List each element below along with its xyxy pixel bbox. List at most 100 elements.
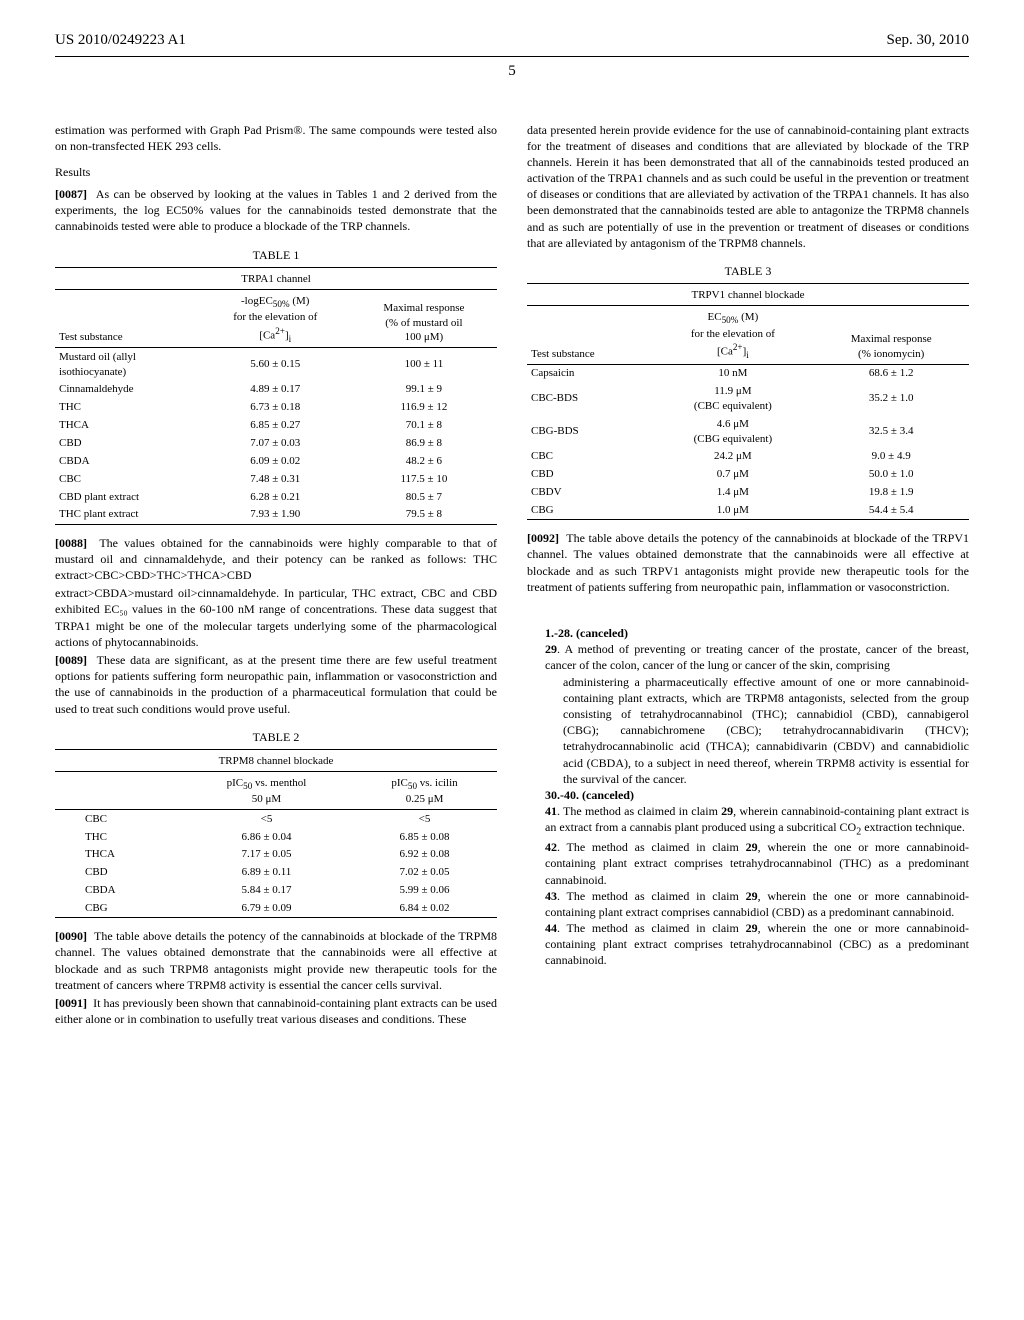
table-caption: TABLE 2 [55,729,497,745]
cell: THCA [55,417,200,435]
col-header: EC50% (M)for the elevation of[Ca2+]i [652,306,813,365]
claim-text: 1.-28. (canceled) [527,625,969,641]
table-row: CBDA5.84 ± 0.175.99 ± 0.06 [55,882,497,900]
cell: 4.6 μM(CBG equivalent) [652,415,813,448]
para-text: data presented herein provide evidence f… [527,122,969,252]
cell: 117.5 ± 10 [351,470,497,488]
table-row: CBDA6.09 ± 0.0248.2 ± 6 [55,452,497,470]
para-label: [0089] [55,653,87,667]
cell: CBG [55,899,181,917]
cell: <5 [181,810,352,828]
cell: CBC [55,810,181,828]
cell: 6.09 ± 0.02 [200,452,351,470]
table-title: TRPV1 channel blockade [527,284,969,306]
cell: 7.17 ± 0.05 [181,846,352,864]
cell: <5 [352,810,497,828]
col-header: Test substance [527,306,652,365]
table-row: CBG-BDS4.6 μM(CBG equivalent)32.5 ± 3.4 [527,415,969,448]
claim-body: . The method as claimed in claim 29, whe… [545,921,969,967]
cell: CBDA [55,882,181,900]
table-row: Cinnamaldehyde4.89 ± 0.1799.1 ± 9 [55,381,497,399]
cell: 50.0 ± 1.0 [813,466,969,484]
para-label: [0090] [55,929,87,943]
para-text: [0088] The values obtained for the canna… [55,535,497,584]
cell: CBG-BDS [527,415,652,448]
table-row: CBD plant extract6.28 ± 0.2180.5 ± 7 [55,488,497,506]
cell: 79.5 ± 8 [351,506,497,524]
table-title: TRPM8 channel blockade [55,749,497,771]
para-label: [0092] [527,531,559,545]
table-2: TRPM8 channel blockade pIC50 vs. menthol… [55,749,497,918]
cell: 1.4 μM [652,484,813,502]
cell: THC [55,399,200,417]
table-row: THC6.73 ± 0.18116.9 ± 12 [55,399,497,417]
cell: 6.86 ± 0.04 [181,828,352,846]
cell: 4.89 ± 0.17 [200,381,351,399]
table-title: TRPA1 channel [55,267,497,289]
para-body: It has previously been shown that cannab… [55,996,497,1026]
table-caption: TABLE 1 [55,247,497,263]
col-header: pIC50 vs. menthol50 μM [181,771,352,809]
right-column: data presented herein provide evidence f… [527,122,969,1030]
para-text: extract>CBDA>mustard oil>cinnamaldehyde.… [55,585,497,650]
table-row: CBD0.7 μM50.0 ± 1.0 [527,466,969,484]
table-row: Capsaicin10 nM68.6 ± 1.2 [527,364,969,382]
cell: THC plant extract [55,506,200,524]
cell: CBD [55,864,181,882]
claim-text: 42. The method as claimed in claim 29, w… [527,839,969,888]
cell: 6.84 ± 0.02 [352,899,497,917]
table-header-row: Test substance EC50% (M)for the elevatio… [527,306,969,365]
cell: 19.8 ± 1.9 [813,484,969,502]
cell: 6.85 ± 0.08 [352,828,497,846]
cell: 48.2 ± 6 [351,452,497,470]
claim-num: 41 [545,804,557,818]
table-caption: TABLE 3 [527,263,969,279]
para-text: [0090] The table above details the poten… [55,928,497,993]
col-header: Maximal response(% of mustard oil100 μM) [351,289,497,348]
col-header [55,771,181,809]
cell: 10 nM [652,364,813,382]
table-row: CBC7.48 ± 0.31117.5 ± 10 [55,470,497,488]
cell: CBD [527,466,652,484]
cell: 24.2 μM [652,448,813,466]
table-row: CBC-BDS11.9 μM(CBC equivalent)35.2 ± 1.0 [527,383,969,416]
table-header-row: pIC50 vs. menthol50 μM pIC50 vs. icilin0… [55,771,497,809]
cell: CBDA [55,452,200,470]
para-label: [0087] [55,187,87,201]
cell: 6.92 ± 0.08 [352,846,497,864]
table-row: CBD7.07 ± 0.0386.9 ± 8 [55,435,497,453]
cell: 70.1 ± 8 [351,417,497,435]
table-row: Mustard oil (allylisothiocyanate)5.60 ± … [55,348,497,381]
results-heading: Results [55,164,497,180]
cell: 11.9 μM(CBC equivalent) [652,383,813,416]
cell: CBC [527,448,652,466]
cell: 100 ± 11 [351,348,497,381]
cell: 68.6 ± 1.2 [813,364,969,382]
content-columns: estimation was performed with Graph Pad … [55,122,969,1030]
claim-num: 44 [545,921,557,935]
col-header: Maximal response(% ionomycin) [813,306,969,365]
cell: 6.89 ± 0.11 [181,864,352,882]
col-header: Test substance [55,289,200,348]
claim-body: . The method as claimed in claim 29, whe… [545,889,969,919]
para-body: The table above details the potency of t… [527,531,969,594]
para-label: [0091] [55,996,87,1010]
table-header-row: Test substance -logEC50% (M)for the elev… [55,289,497,348]
cell: 116.9 ± 12 [351,399,497,417]
pub-number: US 2010/0249223 A1 [55,30,186,50]
pub-date: Sep. 30, 2010 [887,30,970,50]
claim-num: 43 [545,889,557,903]
cell: Capsaicin [527,364,652,382]
claim-text: 44. The method as claimed in claim 29, w… [527,920,969,969]
table-row: CBD6.89 ± 0.117.02 ± 0.05 [55,864,497,882]
claim-sub-text: administering a pharmaceutically effecti… [527,674,969,787]
table-3: TRPV1 channel blockade Test substance EC… [527,283,969,520]
cell: CBD [55,435,200,453]
table-row: THC6.86 ± 0.046.85 ± 0.08 [55,828,497,846]
para-text: estimation was performed with Graph Pad … [55,122,497,154]
cell: 7.48 ± 0.31 [200,470,351,488]
cell: 7.93 ± 1.90 [200,506,351,524]
page-header: US 2010/0249223 A1 Sep. 30, 2010 [55,30,969,50]
col-header: -logEC50% (M)for the elevation of[Ca2+]i [200,289,351,348]
cell: 7.02 ± 0.05 [352,864,497,882]
